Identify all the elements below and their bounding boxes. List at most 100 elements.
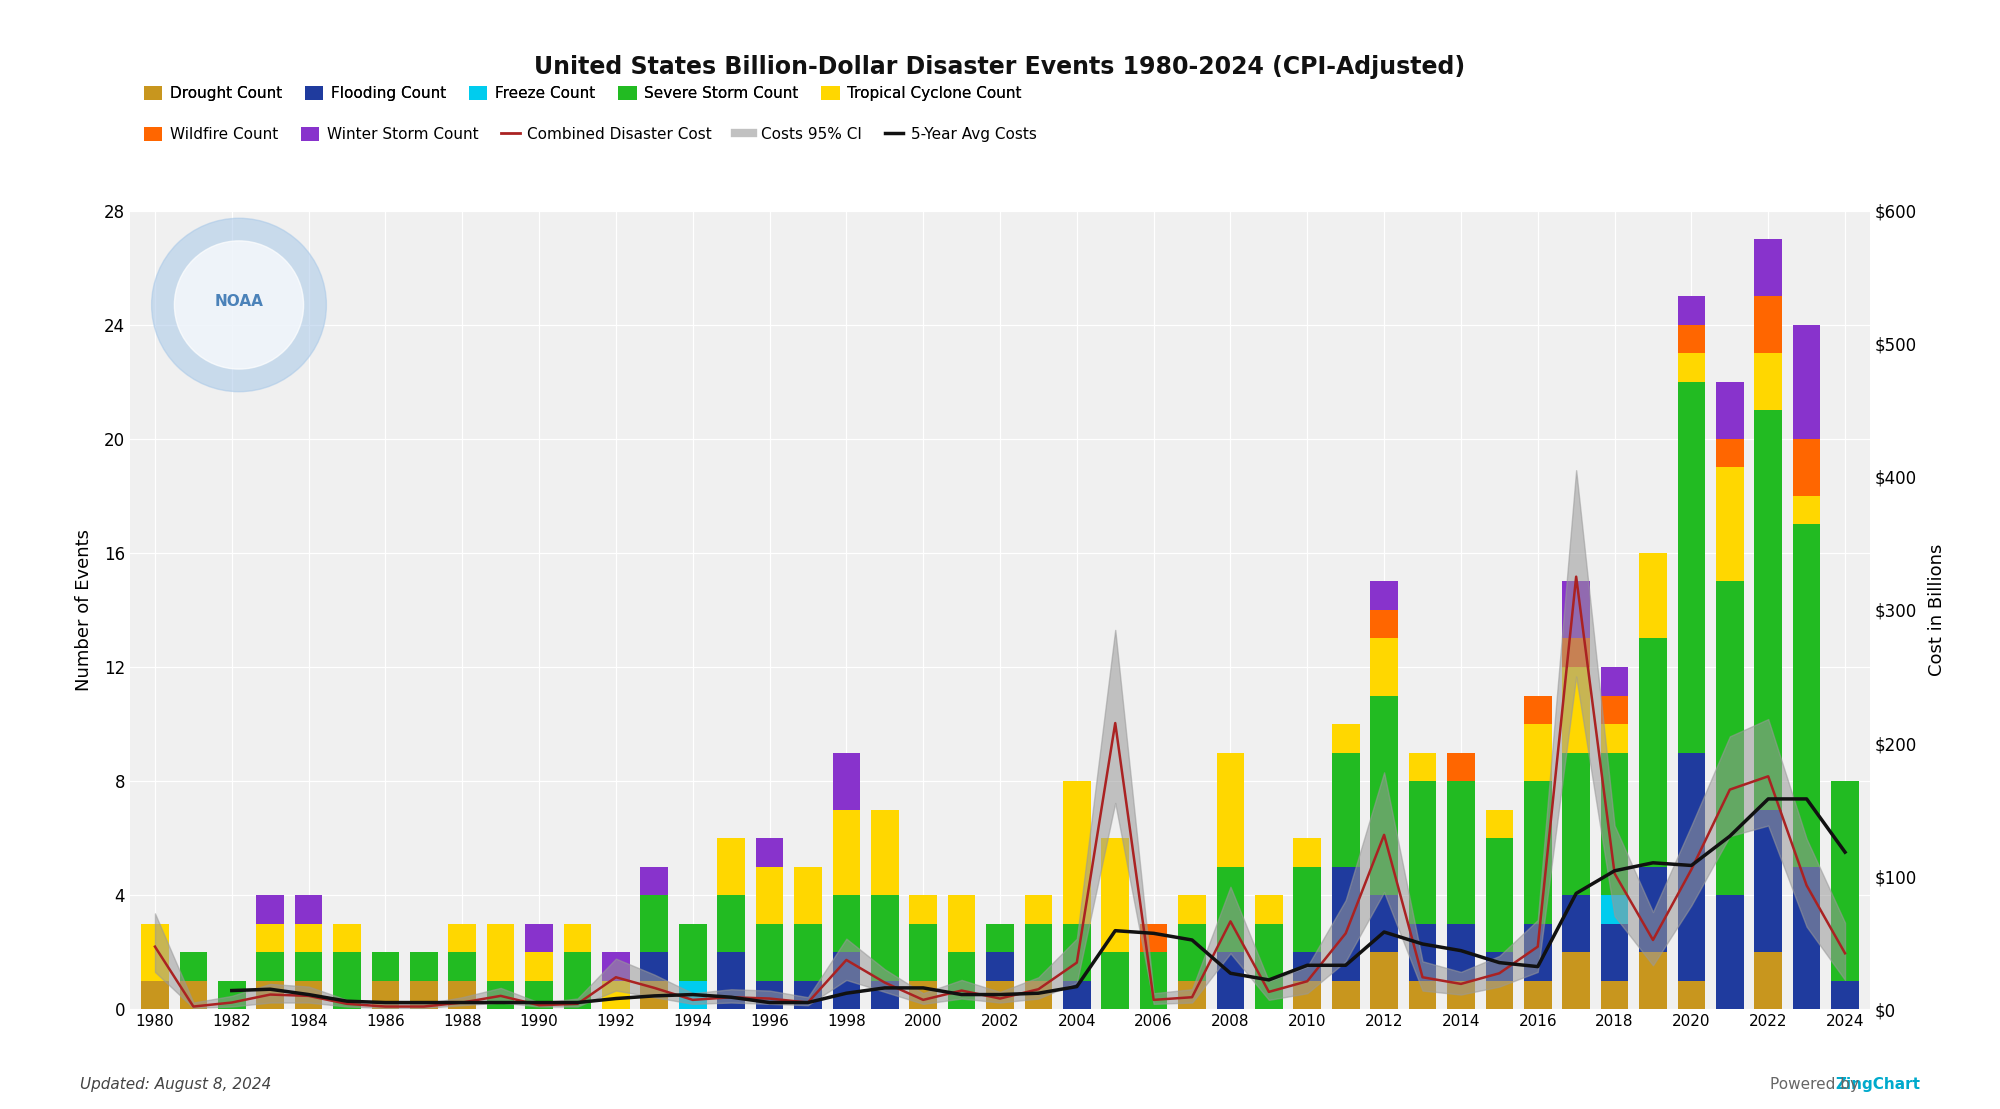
Bar [1140, 953, 1168, 1009]
Combined Disaster Cost [642, 981, 666, 995]
Bar [1448, 781, 1474, 924]
Bar [526, 980, 552, 1009]
Bar [718, 953, 744, 1009]
Bar [1256, 924, 1282, 1009]
Bar [1408, 753, 1436, 781]
Combined Disaster Cost [1410, 970, 1434, 984]
Bar [256, 924, 284, 953]
5-Year Avg Costs [872, 981, 896, 995]
Bar [756, 924, 784, 980]
Text: ZingChart: ZingChart [1836, 1077, 1920, 1092]
Bar [602, 980, 630, 1009]
Bar [1678, 753, 1706, 980]
Bar [564, 953, 592, 1009]
Text: NOAA: NOAA [214, 294, 264, 308]
Combined Disaster Cost [566, 997, 590, 1010]
Bar [1102, 953, 1130, 1009]
5-Year Avg Costs [1256, 974, 1280, 987]
Bar [1370, 610, 1398, 639]
Bar [1370, 695, 1398, 895]
Combined Disaster Cost [912, 994, 936, 1007]
Bar [1524, 781, 1552, 924]
Line: Combined Disaster Cost: Combined Disaster Cost [154, 577, 1846, 1007]
Legend: Drought Count, Flooding Count, Freeze Count, Severe Storm Count, Tropical Cyclon: Drought Count, Flooding Count, Freeze Co… [138, 80, 1028, 106]
5-Year Avg Costs [488, 996, 512, 1009]
5-Year Avg Costs [1640, 856, 1664, 869]
5-Year Avg Costs [1526, 960, 1550, 974]
Bar [1678, 381, 1706, 753]
Combined Disaster Cost [988, 991, 1012, 1005]
Bar [718, 895, 744, 953]
5-Year Avg Costs [1488, 956, 1512, 969]
5-Year Avg Costs [1334, 958, 1358, 971]
5-Year Avg Costs [796, 996, 820, 1009]
Bar [1716, 381, 1744, 439]
Bar [870, 895, 898, 980]
Combined Disaster Cost [1334, 927, 1358, 940]
5-Year Avg Costs [1756, 792, 1780, 805]
5-Year Avg Costs [758, 996, 782, 1009]
5-Year Avg Costs [988, 988, 1012, 1001]
Combined Disaster Cost [182, 1000, 206, 1014]
Bar [1486, 953, 1514, 980]
Bar [142, 980, 168, 1009]
Bar [1448, 924, 1474, 980]
Combined Disaster Cost [1448, 977, 1472, 990]
5-Year Avg Costs [1142, 927, 1166, 940]
Bar [910, 980, 938, 1009]
Bar [640, 866, 668, 895]
Bar [1792, 325, 1820, 439]
Combined Disaster Cost [1026, 983, 1050, 996]
Bar [1408, 980, 1436, 1009]
Bar [1716, 581, 1744, 895]
Combined Disaster Cost [1794, 878, 1818, 892]
Bar [948, 895, 976, 953]
Bar [1024, 924, 1052, 980]
Bar [986, 953, 1014, 980]
Bar [1486, 810, 1514, 838]
5-Year Avg Costs [374, 996, 398, 1009]
Combined Disaster Cost [296, 989, 320, 1003]
Bar [1754, 410, 1782, 810]
Combined Disaster Cost [1064, 956, 1088, 969]
Bar [142, 924, 168, 980]
Bar [1600, 753, 1628, 895]
Bar [448, 980, 476, 1009]
Combined Disaster Cost [1296, 975, 1320, 988]
Bar [1600, 724, 1628, 753]
5-Year Avg Costs [604, 991, 628, 1005]
5-Year Avg Costs [566, 996, 590, 1009]
Combined Disaster Cost [1680, 863, 1704, 876]
Bar [1600, 980, 1628, 1009]
Bar [910, 924, 938, 980]
Bar [1792, 496, 1820, 525]
Bar [794, 924, 822, 980]
Bar [1062, 980, 1090, 1009]
Bar [1062, 781, 1090, 924]
Bar [1562, 639, 1590, 667]
Bar [1408, 924, 1436, 980]
Bar [410, 953, 438, 980]
Combined Disaster Cost [680, 994, 704, 1007]
Bar [756, 980, 784, 1009]
Bar [526, 953, 552, 980]
5-Year Avg Costs [1218, 967, 1242, 980]
Bar [1600, 695, 1628, 724]
Combined Disaster Cost [834, 954, 858, 967]
Bar [294, 924, 322, 953]
Combined Disaster Cost [1526, 940, 1550, 954]
5-Year Avg Costs [1410, 937, 1434, 950]
Bar [1640, 553, 1666, 639]
Bar [1600, 924, 1628, 980]
5-Year Avg Costs [296, 988, 320, 1001]
Bar [1294, 866, 1322, 953]
5-Year Avg Costs [912, 981, 936, 995]
Combined Disaster Cost [1104, 716, 1128, 730]
Combined Disaster Cost [796, 996, 820, 1009]
Bar [1370, 953, 1398, 1009]
5-Year Avg Costs [1180, 934, 1204, 947]
Bar [1716, 439, 1744, 467]
5-Year Avg Costs [336, 995, 360, 1008]
Bar [678, 924, 706, 980]
Bar [410, 980, 438, 1009]
